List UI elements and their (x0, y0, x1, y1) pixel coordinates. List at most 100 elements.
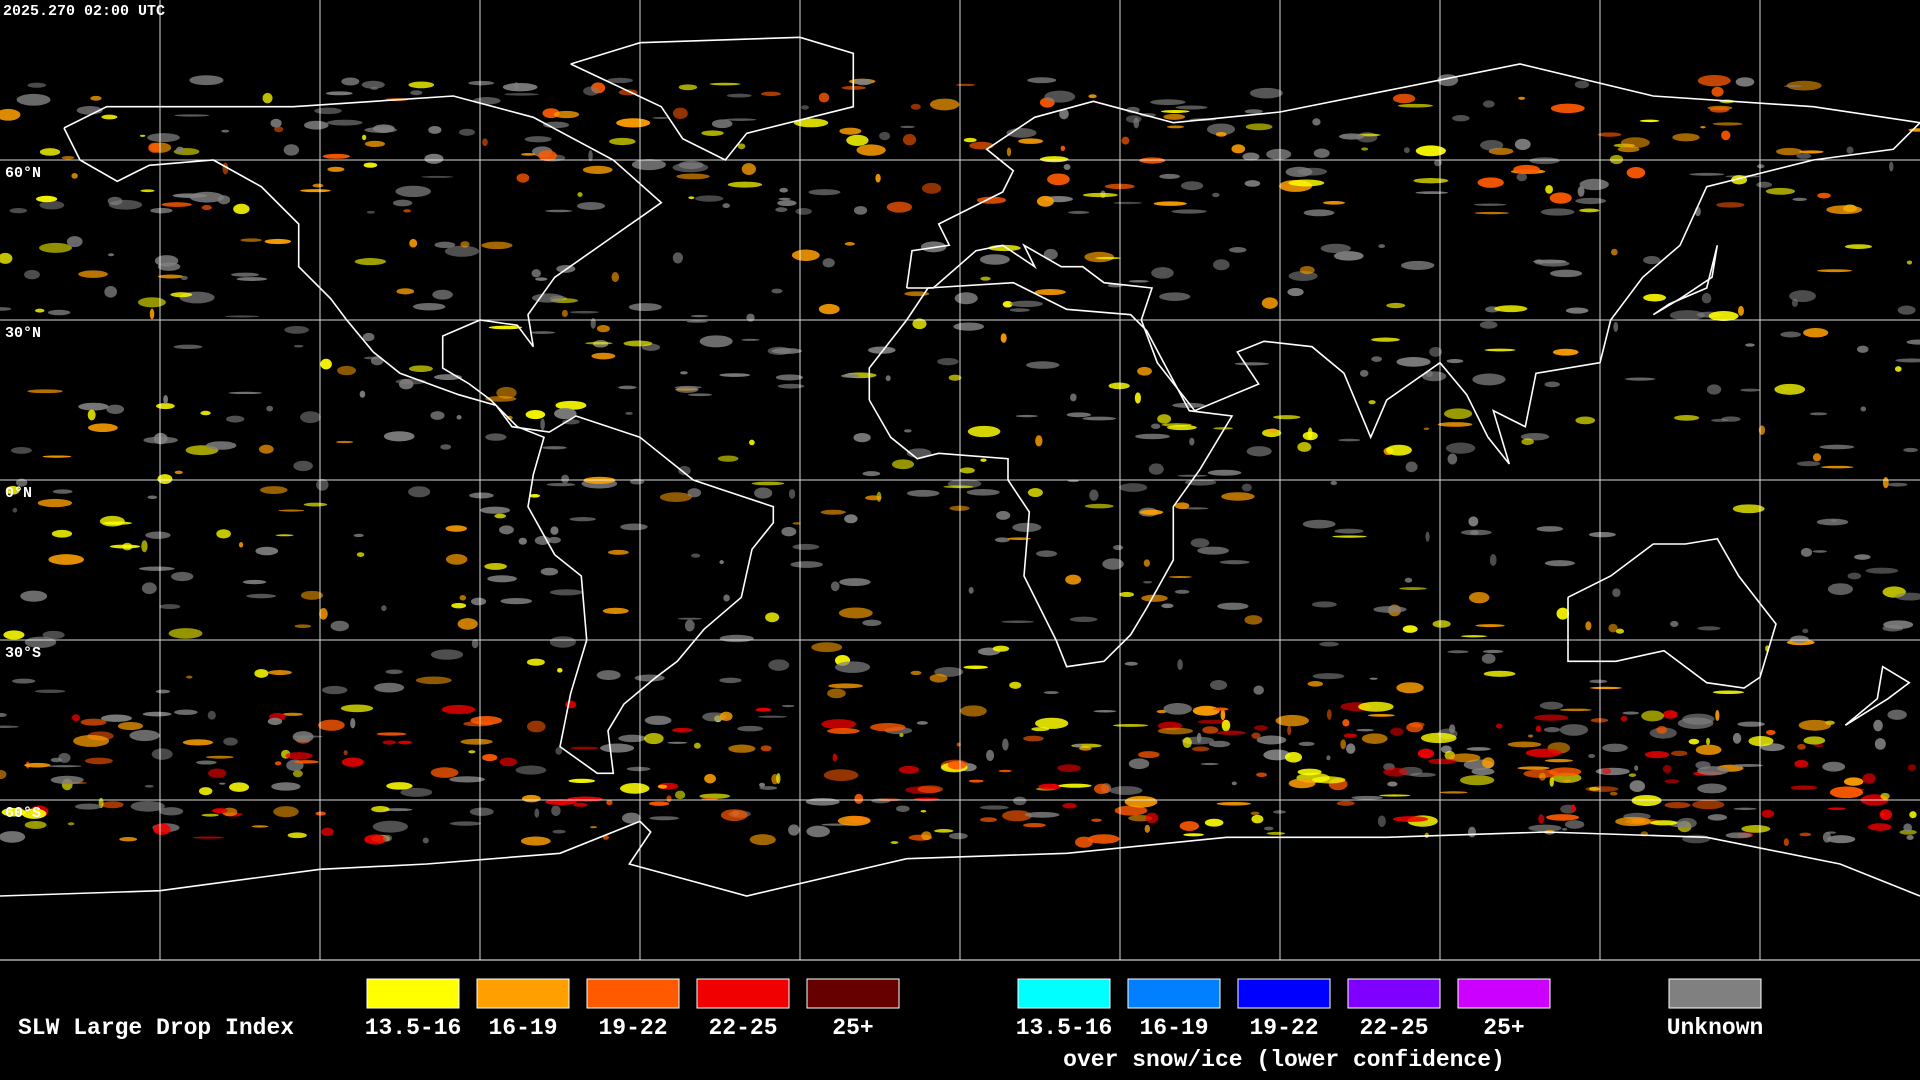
legend-label: 16-19 (488, 1015, 557, 1041)
cloud-patch (724, 118, 757, 121)
cloud-patch (1827, 807, 1846, 811)
cloud-patch (755, 707, 772, 712)
cloud-patch (1792, 197, 1807, 201)
cloud-patch (1897, 305, 1916, 315)
cloud-patch (316, 478, 329, 491)
cloud-patch (231, 272, 260, 277)
cloud-patch (353, 533, 364, 538)
cloud-patch (1179, 821, 1200, 831)
cloud-patch (811, 642, 843, 653)
cloud-patch (1735, 77, 1755, 87)
cloud-patch (444, 245, 480, 257)
cloud-patch (1712, 690, 1745, 695)
cloud-patch (741, 338, 760, 341)
cloud-patch (341, 77, 360, 86)
cloud-patch (704, 773, 716, 784)
cloud-patch (1495, 723, 1503, 729)
cloud-patch (1302, 519, 1336, 529)
cloud-patch (1556, 607, 1570, 620)
cloud-patch (312, 183, 324, 188)
cloud-patch (1737, 721, 1765, 727)
cloud-patch (947, 760, 967, 770)
cloud-patch (839, 578, 871, 587)
cloud-patch (37, 498, 73, 508)
cloud-patch (153, 823, 171, 835)
cloud-patch (1343, 733, 1358, 738)
cloud-patch (1483, 670, 1516, 677)
cloud-patch (314, 107, 342, 115)
cloud-patch (24, 636, 57, 648)
cloud-patch (34, 689, 66, 694)
cloud-patch (434, 241, 456, 249)
cloud-patch (1489, 553, 1497, 566)
cloud-patch (78, 402, 109, 411)
cloud-patch (365, 140, 385, 148)
cloud-patch (728, 744, 756, 753)
cloud-patch (634, 674, 665, 682)
cloud-patch (1322, 201, 1345, 205)
cloud-patch (1287, 287, 1304, 297)
cloud-patch (238, 542, 244, 548)
cloud-patch (1150, 99, 1186, 106)
cloud-patch (546, 482, 576, 487)
cloud-patch (1234, 362, 1270, 366)
cloud-patch (361, 80, 385, 89)
cloud-patch (1561, 827, 1568, 831)
cloud-patch (359, 390, 366, 398)
cloud-patch (531, 293, 565, 303)
cloud-patch (1303, 209, 1335, 217)
cloud-patch (1514, 138, 1531, 151)
cloud-patch (1057, 764, 1081, 772)
cloud-patch (979, 254, 1010, 265)
cloud-patch (879, 131, 891, 141)
cloud-patch (372, 820, 408, 833)
cloud-patch (386, 782, 413, 790)
cloud-patch (459, 595, 467, 601)
cloud-patch (1588, 753, 1596, 759)
cloud-patch (838, 607, 873, 619)
cloud-patch (1544, 560, 1575, 567)
cloud-patch (719, 634, 754, 643)
cloud-patch (484, 562, 507, 570)
cloud-patch (649, 816, 680, 821)
legend-label: 25+ (1483, 1015, 1524, 1041)
cloud-patch (395, 185, 431, 198)
cloud-patch (1261, 297, 1278, 309)
cloud-patch (470, 716, 503, 725)
cloud-patch (1629, 780, 1646, 792)
cloud-patch (472, 97, 501, 105)
cloud-patch (300, 411, 321, 424)
cloud-patch (693, 742, 701, 749)
cloud-patch (1390, 727, 1404, 736)
cloud-patch (1545, 184, 1553, 194)
cloud-patch (709, 82, 741, 86)
cloud-patch (303, 120, 329, 130)
cloud-patch (1113, 724, 1149, 727)
cloud-patch (921, 831, 932, 841)
cloud-patch (741, 163, 757, 175)
cloud-patch (996, 510, 1011, 520)
cloud-patch (42, 630, 65, 640)
cloud-patch (1444, 408, 1473, 420)
cloud-patch (835, 661, 871, 673)
cloud-patch (371, 805, 390, 813)
cloud-patch (1798, 150, 1824, 154)
cloud-patch (1148, 463, 1164, 475)
cloud-patch (1518, 96, 1526, 100)
cloud-patch (1275, 714, 1310, 727)
cloud-patch (1826, 205, 1863, 215)
coastline (868, 281, 1234, 668)
cloud-patch (1895, 358, 1920, 363)
cloud-patch (1449, 724, 1456, 734)
cloud-patch (1712, 122, 1743, 126)
cloud-patch (1740, 388, 1761, 392)
cloud-patch (862, 619, 882, 627)
cloud-patch (287, 832, 307, 839)
cloud-patch (1128, 280, 1149, 283)
cloud-patch (1159, 173, 1180, 179)
cloud-patch (142, 711, 172, 717)
cloud-patch (1415, 191, 1449, 195)
cloud-patch (385, 669, 403, 675)
cloud-patch (139, 134, 146, 137)
cloud-patch (382, 808, 413, 812)
